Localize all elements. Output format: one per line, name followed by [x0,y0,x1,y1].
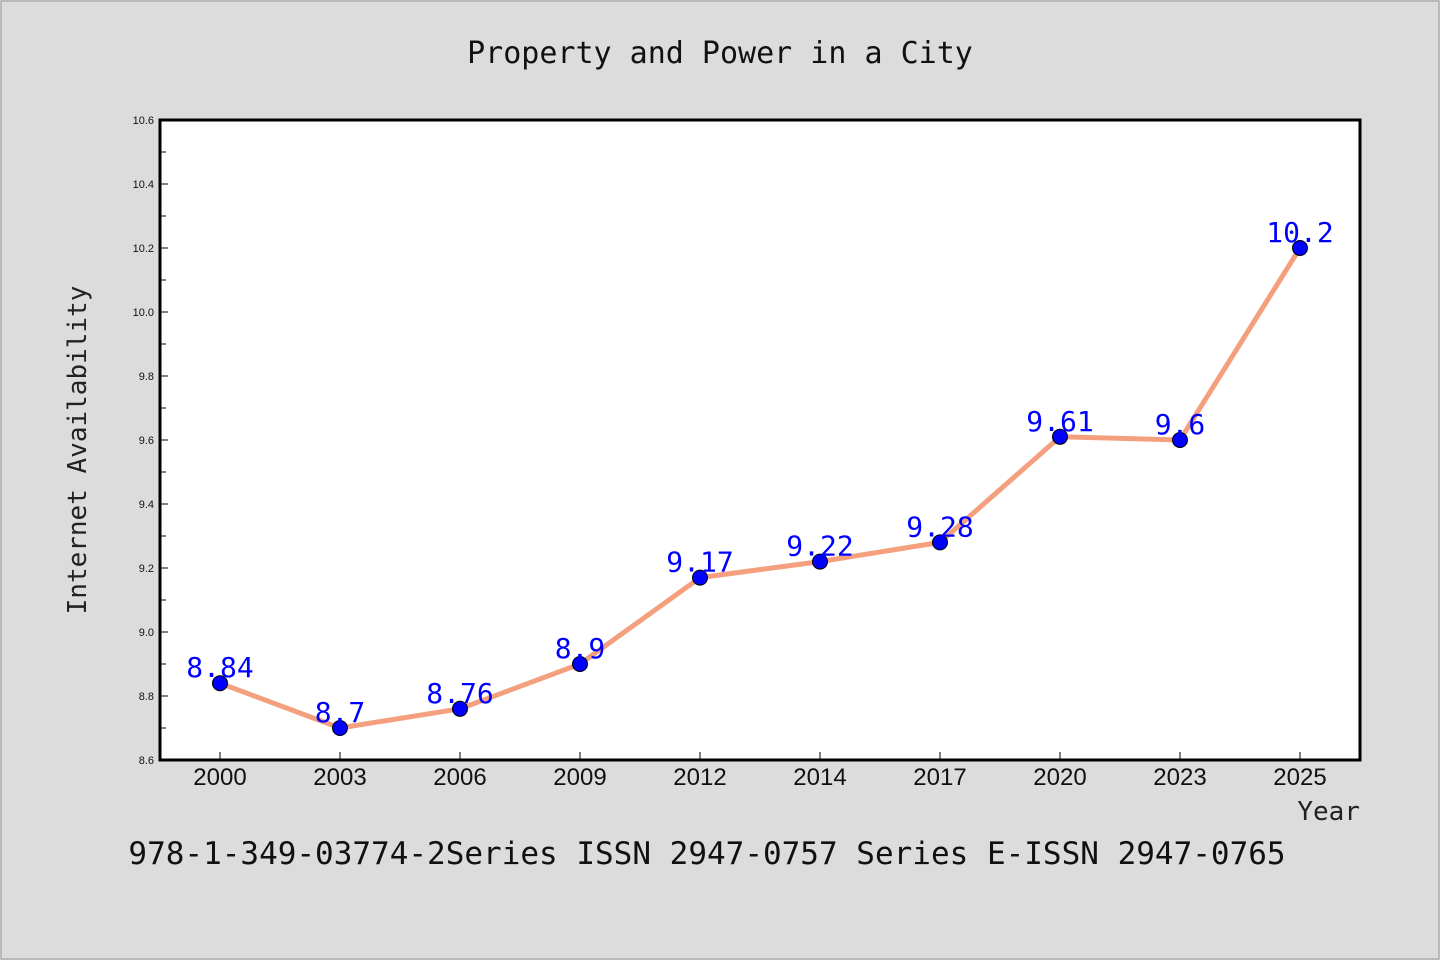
data-point-marker [332,720,348,736]
data-point-marker [212,675,228,692]
data-point-marker [1172,432,1188,448]
data-markers [212,240,1308,736]
data-point-marker [1052,428,1068,445]
chart-title: Property and Power in a City [467,36,973,71]
data-point-marker [692,569,708,586]
y-tick-label: 8.8 [139,691,154,703]
x-tick-label: 2023 [1153,764,1206,791]
x-tick-label: 2020 [1033,764,1086,791]
data-label: 8.84 [186,651,253,684]
data-label: 8.9 [555,632,606,665]
data-label: 8.76 [426,677,493,710]
y-tick-label: 9.0 [139,627,154,639]
data-label: 9.6 [1155,408,1206,441]
data-point-marker [932,534,948,551]
x-tick-label: 2014 [793,764,846,791]
y-axis-label: Internet Availability [63,286,93,615]
x-axis-label: Year [1297,797,1360,827]
y-tick-label: 9.6 [139,435,154,447]
x-axis: 2000 2003 2006 2009 2012 2014 2017 2020 2023 2025 [193,752,1327,791]
y-tick-label: 9.8 [139,371,154,383]
x-tick-label: 2006 [433,764,486,791]
y-axis: 8.6 8.8 9.0 9.2 9.4 9.6 9.8 10.0 10.2 10.4 10.6 [133,115,168,767]
data-label: 9.61 [1026,405,1093,438]
data-point-marker [1292,240,1308,256]
y-tick-label: 10.4 [133,179,154,191]
data-label: 9.22 [786,530,853,563]
y-tick-label: 10.2 [133,243,154,255]
x-tick-label: 2000 [193,764,246,791]
data-point-marker [812,553,828,570]
x-tick-label: 2003 [313,764,366,791]
x-tick-label: 2017 [913,764,966,791]
data-label: 9.17 [666,546,733,579]
data-label: 10.2 [1266,216,1333,249]
y-tick-label: 9.2 [139,563,154,575]
x-tick-label: 2012 [673,764,726,791]
x-tick-label: 2009 [553,764,606,791]
y-tick-label: 9.4 [139,499,154,511]
y-tick-label: 10.6 [133,115,154,127]
data-label: 9.28 [906,510,973,543]
data-point-marker [452,700,468,717]
data-point-marker [572,656,588,672]
data-label: 8.7 [315,696,366,729]
y-tick-label: 8.6 [139,755,154,767]
series-line [217,245,1303,731]
footer-text: 978-1-349-03774-2Series ISSN 2947-0757 S… [128,836,1285,872]
data-labels: 8.84 8.7 8.76 8.9 9.17 9.22 9.28 9.61 9.6 10.2 [186,216,1333,729]
x-tick-label: 2025 [1273,764,1326,791]
y-tick-label: 10.0 [133,307,154,319]
